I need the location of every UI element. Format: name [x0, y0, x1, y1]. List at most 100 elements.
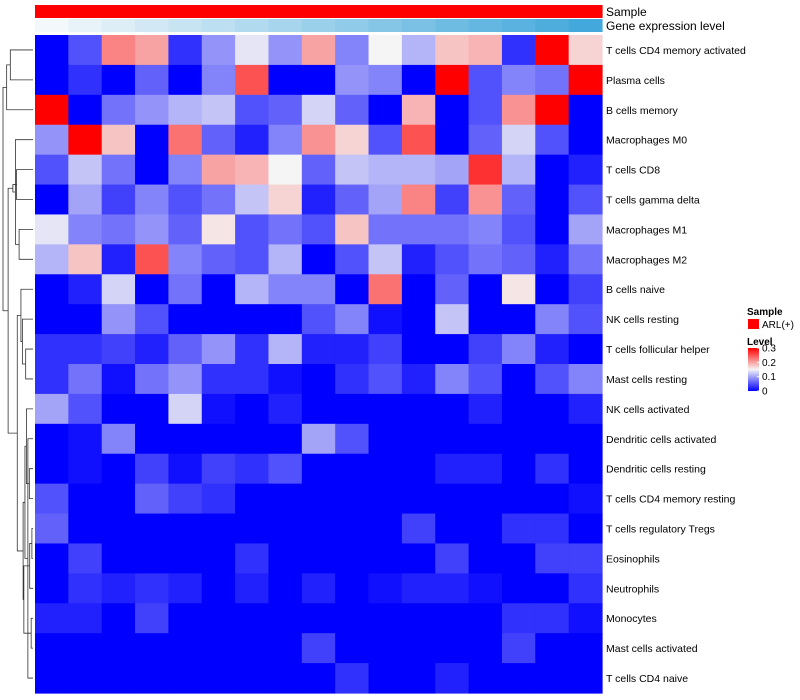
heatmap-cell — [235, 35, 270, 66]
heatmap-cell — [35, 483, 69, 515]
dendrogram-branch — [21, 318, 33, 365]
heatmap-cell — [135, 154, 170, 186]
heatmap-cell — [68, 573, 103, 604]
column-annotations — [35, 5, 603, 32]
heatmap-cell — [68, 513, 103, 545]
heatmap-cell — [301, 543, 336, 574]
heatmap-cell — [501, 184, 536, 216]
heatmap-cell — [35, 543, 69, 574]
heatmap-cell — [168, 94, 203, 126]
heatmap-cell — [135, 214, 170, 245]
heatmap-cell — [301, 603, 336, 634]
heatmap-cell — [401, 94, 436, 126]
heatmap-cell — [35, 513, 69, 545]
heatmap-cell — [235, 334, 270, 365]
annotation-cell — [301, 5, 336, 18]
dendrogram-branch — [12, 184, 17, 193]
annotation-cell — [201, 5, 236, 18]
heatmap-cell — [535, 214, 570, 245]
heatmap-cell — [435, 64, 470, 96]
heatmap-cell — [301, 214, 336, 245]
heatmap-cell — [301, 393, 336, 425]
heatmap-cell — [35, 364, 69, 395]
heatmap-cell — [235, 483, 270, 515]
heatmap-cell — [235, 543, 270, 574]
heatmap-cell — [68, 214, 103, 245]
heatmap-cell — [501, 304, 536, 335]
heatmap-cell — [101, 94, 136, 126]
dendrogram-branch — [30, 617, 33, 649]
heatmap-cell — [168, 633, 203, 664]
legend-tick-label: 0 — [762, 387, 768, 398]
heatmap-cell — [401, 393, 436, 425]
heatmap-cell — [135, 364, 170, 395]
heatmap-cell — [501, 483, 536, 515]
heatmap-cell — [535, 184, 570, 216]
heatmap-cell — [235, 304, 270, 335]
heatmap-cell — [201, 334, 236, 365]
heatmap-cell — [101, 244, 136, 275]
heatmap-cell — [268, 543, 303, 574]
heatmap-cell — [101, 364, 136, 395]
heatmap-cell — [301, 573, 336, 604]
heatmap-cell — [501, 633, 536, 664]
heatmap-cell — [101, 154, 136, 186]
heatmap-cell — [401, 543, 436, 574]
heatmap-cell — [35, 393, 69, 425]
heatmap-cell — [468, 64, 503, 96]
heatmap-cell — [101, 334, 136, 365]
heatmap-cell — [135, 393, 170, 425]
row-label: Plasma cells — [606, 75, 665, 87]
heatmap-cell — [201, 543, 236, 574]
heatmap-cell — [268, 35, 303, 66]
heatmap-cell — [301, 334, 336, 365]
heatmap-cell — [501, 573, 536, 604]
row-label: Dendritic cells activated — [606, 434, 716, 446]
legend-sample-title: Sample — [747, 307, 783, 318]
heatmap-cell — [201, 94, 236, 126]
heatmap-cell — [435, 35, 470, 66]
heatmap-cell — [35, 154, 69, 186]
heatmap-cell — [101, 603, 136, 634]
heatmap-cell — [268, 513, 303, 545]
heatmap-cell — [68, 364, 103, 395]
heatmap-cell — [235, 214, 270, 245]
heatmap-cell — [68, 663, 103, 694]
heatmap-cell — [335, 35, 370, 66]
heatmap-cell — [301, 244, 336, 275]
legend-sample-label: ARL(+) — [762, 320, 794, 331]
heatmap-cell — [568, 94, 603, 126]
heatmap-cell — [101, 543, 136, 574]
heatmap-cell — [168, 304, 203, 335]
heatmap-cell — [335, 184, 370, 216]
annotation-cell — [168, 19, 203, 32]
heatmap-cell — [435, 633, 470, 664]
dendrogram-branch — [9, 49, 33, 81]
annotation-cell — [201, 19, 236, 32]
heatmap-cell — [268, 364, 303, 395]
dendrogram-branch — [16, 169, 33, 200]
heatmap-cell — [501, 513, 536, 545]
heatmap-cell — [101, 633, 136, 664]
heatmap-cell — [101, 64, 136, 96]
annotation-cell — [101, 19, 136, 32]
heatmap-cell — [368, 35, 403, 66]
heatmap-cell — [468, 393, 503, 425]
heatmap-cell — [135, 453, 170, 485]
heatmap-cell — [368, 453, 403, 485]
heatmap-cell — [368, 543, 403, 574]
heatmap-cell — [35, 214, 69, 245]
heatmap-cell — [435, 184, 470, 216]
heatmap-cell — [135, 543, 170, 574]
annotation-label: Gene expression level — [606, 19, 725, 33]
heatmap-cell — [68, 154, 103, 186]
heatmap-cell — [168, 423, 203, 455]
heatmap-cell — [201, 483, 236, 515]
heatmap-cell — [501, 64, 536, 96]
annotation-cell — [535, 5, 570, 18]
heatmap-cell — [435, 364, 470, 395]
row-label: T cells follicular helper — [606, 344, 710, 356]
heatmap-cell — [568, 334, 603, 365]
heatmap-cell — [268, 94, 303, 126]
row-labels: T cells CD4 memory activated Plasma cells… — [606, 45, 746, 685]
